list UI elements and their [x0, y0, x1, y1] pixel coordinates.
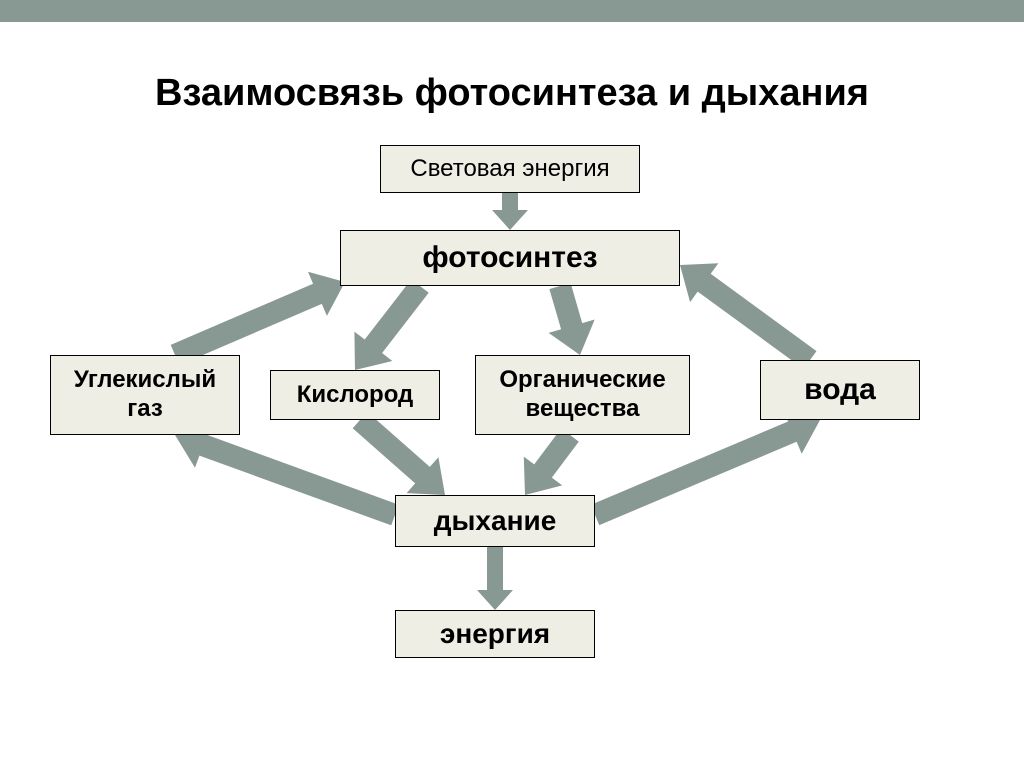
node-organic: Органические вещества	[475, 355, 690, 435]
top-bar	[0, 0, 1024, 22]
node-oxygen: Кислород	[270, 370, 440, 420]
flowchart-diagram: Световая энергия фотосинтез Углекислый газ…	[0, 115, 1024, 715]
page-title: Взаимосвязь фотосинтеза и дыхания	[0, 72, 1024, 115]
node-light_energy: Световая энергия	[380, 145, 640, 193]
node-respiration: дыхание	[395, 495, 595, 547]
node-co2: Углекислый газ	[50, 355, 240, 435]
node-photosynthesis: фотосинтез	[340, 230, 680, 286]
node-water: вода	[760, 360, 920, 420]
node-energy: энергия	[395, 610, 595, 658]
